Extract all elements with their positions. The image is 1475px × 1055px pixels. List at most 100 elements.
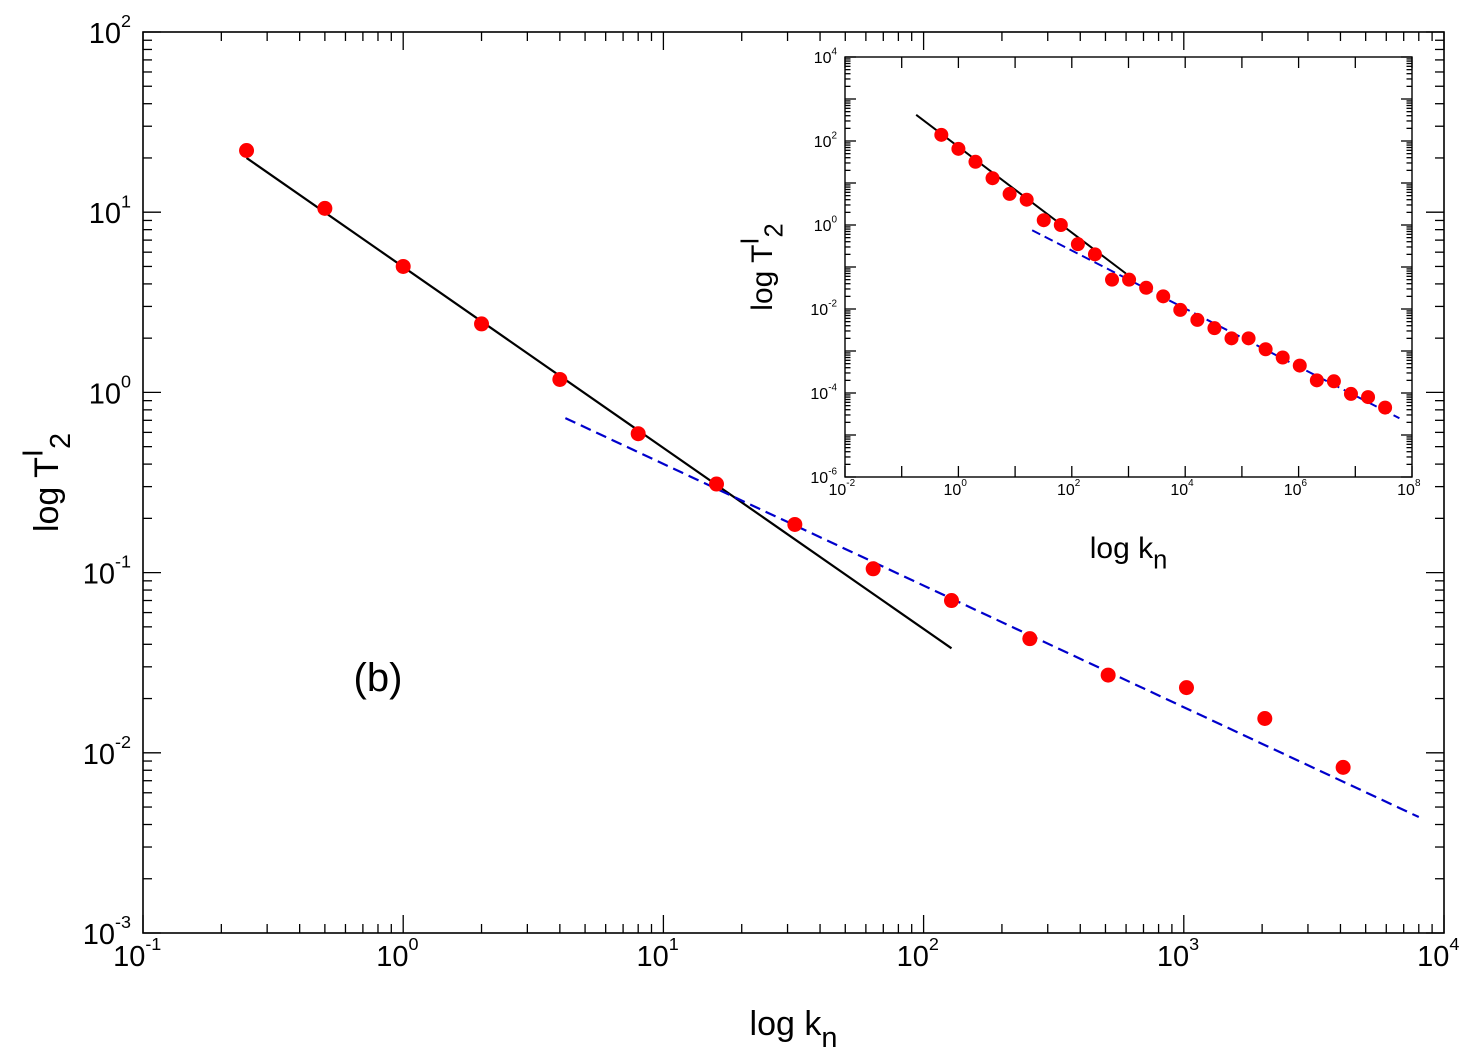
y-tick-label: 104 [814,46,838,67]
y-tick-base: 10 [89,198,121,230]
x-axis-label-main: log k [750,1005,823,1043]
y-axis-label-subscript: 2 [761,223,789,237]
data-point [1019,192,1034,207]
y-tick-base: 10 [814,50,832,67]
data-point [317,200,333,216]
x-tick-base: 10 [1170,482,1188,499]
x-tick-exponent: 2 [1075,478,1081,489]
y-axis-label-subscript: 2 [45,433,77,449]
y-tick-label: 10-2 [810,298,837,319]
y-tick-exponent: 0 [121,371,131,391]
x-tick-base: 10 [944,482,962,499]
x-tick-label: 102 [1057,478,1081,499]
y-tick-base: 10 [814,218,832,235]
dashed-fit-line [1031,229,1400,420]
data-point [1002,186,1017,201]
data-point [968,154,983,169]
x-tick-base: 10 [1397,482,1415,499]
x-tick-label: 100 [944,478,968,499]
data-point [709,476,725,492]
y-tick-base: 10 [810,470,828,487]
data-point [474,316,490,332]
y-tick-label: 100 [89,371,131,410]
data-point [1036,213,1051,228]
x-tick-base: 10 [1284,482,1302,499]
x-axis-label-subscript: n [1153,547,1167,575]
y-axis-label: log TI2 [737,223,789,310]
x-axis-label: log kn [750,1005,838,1054]
y-tick-exponent: -6 [828,466,837,477]
data-point [1178,680,1194,696]
y-tick-exponent: -4 [828,382,837,393]
data-point [1087,247,1102,262]
data-point [1258,342,1273,357]
y-tick-label: 102 [89,11,131,50]
data-point [1309,373,1324,388]
data-point [1224,331,1239,346]
x-tick-exponent: 1 [669,934,679,954]
x-tick-label: 108 [1397,478,1421,499]
x-tick-exponent: 6 [1302,478,1308,489]
x-tick-label: 104 [1417,934,1459,973]
y-axis-label-superscript: I [737,237,765,244]
y-axis-label: log TI2 [18,433,77,532]
y-tick-base: 10 [810,386,828,403]
y-tick-base: 10 [814,134,832,151]
x-tick-base: 10 [1157,941,1189,973]
data-point [1022,631,1038,647]
x-tick-exponent: 0 [961,478,967,489]
data-point [1139,280,1154,295]
y-axis-label-superscript: I [18,449,50,457]
data-point [787,516,803,532]
x-tick-label: 103 [1157,934,1199,973]
x-tick-label: 101 [636,934,678,973]
data-point [1070,237,1085,252]
x-tick-exponent: 0 [409,934,419,954]
data-point [1156,289,1171,304]
y-tick-base: 10 [83,559,115,591]
x-tick-label: 10-1 [113,934,161,973]
y-tick-exponent: 0 [831,214,837,225]
x-tick-exponent: 4 [1449,934,1459,954]
y-tick-exponent: -1 [115,552,131,572]
x-tick-label: 106 [1284,478,1308,499]
data-point [985,171,1000,186]
solid-fit-line [915,114,1127,275]
plot-frame [142,31,1445,934]
x-tick-base: 10 [1057,482,1075,499]
x-tick-label: 100 [376,934,418,973]
y-tick-exponent: -2 [115,732,131,752]
y-tick-label: 102 [814,130,838,151]
x-axis-label: log kn [1090,532,1168,575]
data-point [552,371,568,387]
data-point [1275,350,1290,365]
x-tick-exponent: 8 [1415,478,1421,489]
y-tick-exponent: 2 [121,11,131,31]
data-point [943,593,959,609]
data-point [1100,667,1116,683]
x-tick-base: 10 [828,482,846,499]
data-point [1173,302,1188,317]
data-point [1257,711,1273,727]
x-axis-label-subscript: n [821,1022,837,1054]
panel-annotation: (b) [354,656,403,700]
y-tick-label: 10-3 [83,912,131,951]
x-tick-exponent: 4 [1188,478,1194,489]
x-axis-label-main: log k [1090,532,1154,565]
data-point [1343,386,1358,401]
x-tick-base: 10 [1417,941,1449,973]
data-point [1053,218,1068,232]
y-tick-base: 10 [89,378,121,410]
y-tick-base: 10 [810,302,828,319]
x-tick-exponent: 3 [1189,934,1199,954]
data-point [865,561,881,577]
x-tick-base: 10 [897,941,929,973]
data-point [1361,390,1376,405]
data-point [1105,272,1120,287]
x-tick-label: 102 [897,934,939,973]
y-tick-base: 10 [89,18,121,50]
data-point [630,426,646,442]
x-tick-base: 10 [376,941,408,973]
y-tick-base: 10 [83,739,115,771]
